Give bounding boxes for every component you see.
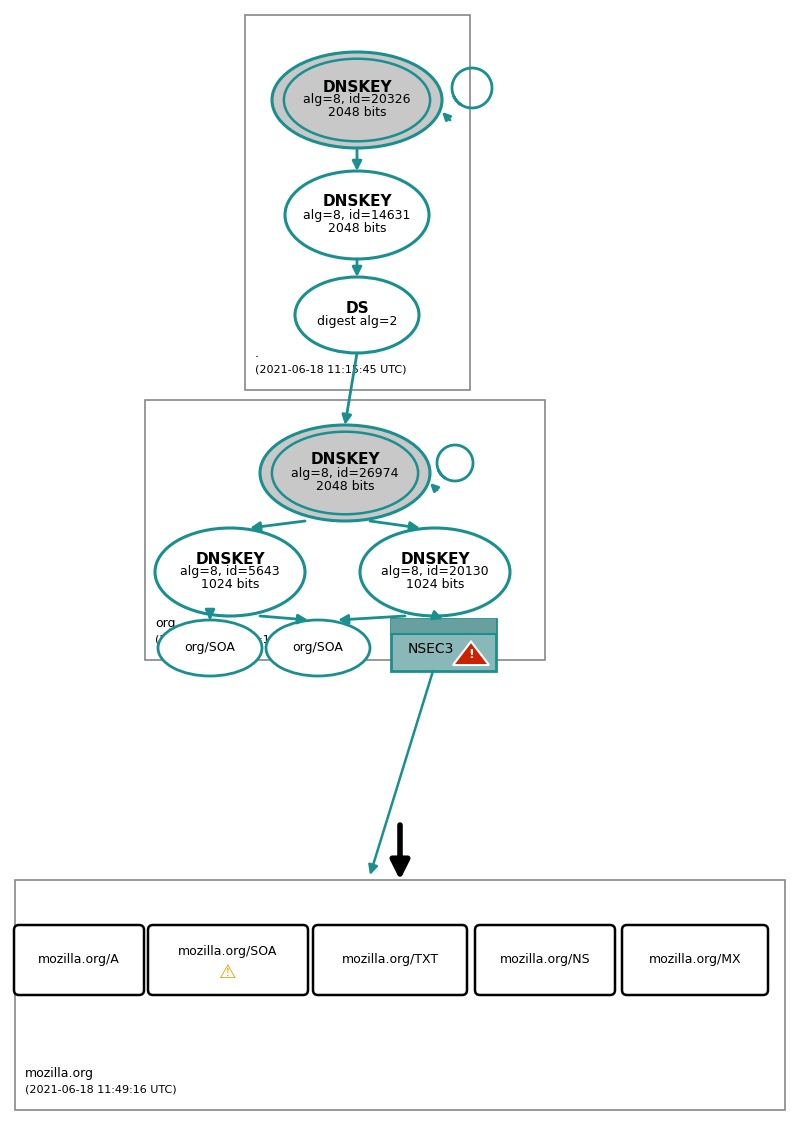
Ellipse shape [295,277,419,352]
Text: !: ! [468,647,474,661]
Bar [391,619,495,671]
FancyBboxPatch shape [148,924,308,995]
Polygon shape [453,642,489,665]
Text: (2021-06-18 11:15:45 UTC): (2021-06-18 11:15:45 UTC) [255,365,407,375]
Text: 1024 bits: 1024 bits [201,579,259,591]
Text: DNSKEY: DNSKEY [195,552,264,566]
Text: org/SOA: org/SOA [185,642,236,654]
Text: 2048 bits: 2048 bits [316,480,374,492]
Text: ⚠: ⚠ [219,963,237,982]
Text: DS: DS [345,301,369,316]
Bar [15,881,785,1110]
Text: DNSKEY: DNSKEY [322,195,392,209]
FancyBboxPatch shape [475,924,615,995]
Ellipse shape [155,528,305,616]
Text: NSEC3: NSEC3 [407,642,454,656]
Text: mozilla.org/NS: mozilla.org/NS [499,954,590,966]
Text: mozilla.org: mozilla.org [25,1067,94,1080]
Text: DNSKEY: DNSKEY [322,80,392,95]
Bar [391,619,495,634]
Text: alg=8, id=14631: alg=8, id=14631 [304,208,411,222]
Text: digest alg=2: digest alg=2 [317,315,397,328]
FancyBboxPatch shape [313,924,467,995]
Text: .: . [255,347,259,360]
Ellipse shape [285,171,429,259]
Text: alg=8, id=5643: alg=8, id=5643 [181,565,280,579]
Ellipse shape [266,620,370,676]
Text: alg=8, id=20130: alg=8, id=20130 [381,565,489,579]
Text: 2048 bits: 2048 bits [328,222,386,234]
Text: mozilla.org/SOA: mozilla.org/SOA [178,946,278,958]
Ellipse shape [260,425,430,521]
Bar [145,400,545,660]
Text: mozilla.org/A: mozilla.org/A [38,954,120,966]
Text: 2048 bits: 2048 bits [328,107,386,119]
Text: 1024 bits: 1024 bits [406,579,464,591]
Text: org: org [155,617,176,631]
Text: org/SOA: org/SOA [292,642,344,654]
Text: DNSKEY: DNSKEY [310,453,380,467]
Text: alg=8, id=26974: alg=8, id=26974 [292,466,399,480]
Bar [245,15,470,390]
Ellipse shape [360,528,510,616]
Text: DNSKEY: DNSKEY [400,552,470,566]
Ellipse shape [158,620,262,676]
FancyBboxPatch shape [622,924,768,995]
Ellipse shape [272,52,442,148]
Text: mozilla.org/TXT: mozilla.org/TXT [341,954,439,966]
Ellipse shape [284,59,430,141]
Ellipse shape [272,431,418,515]
Text: (2021-06-18 11:44:19 UTC): (2021-06-18 11:44:19 UTC) [155,635,307,645]
Text: mozilla.org/MX: mozilla.org/MX [649,954,741,966]
Text: (2021-06-18 11:49:16 UTC): (2021-06-18 11:49:16 UTC) [25,1085,177,1094]
Text: alg=8, id=20326: alg=8, id=20326 [304,93,411,107]
FancyBboxPatch shape [14,924,144,995]
